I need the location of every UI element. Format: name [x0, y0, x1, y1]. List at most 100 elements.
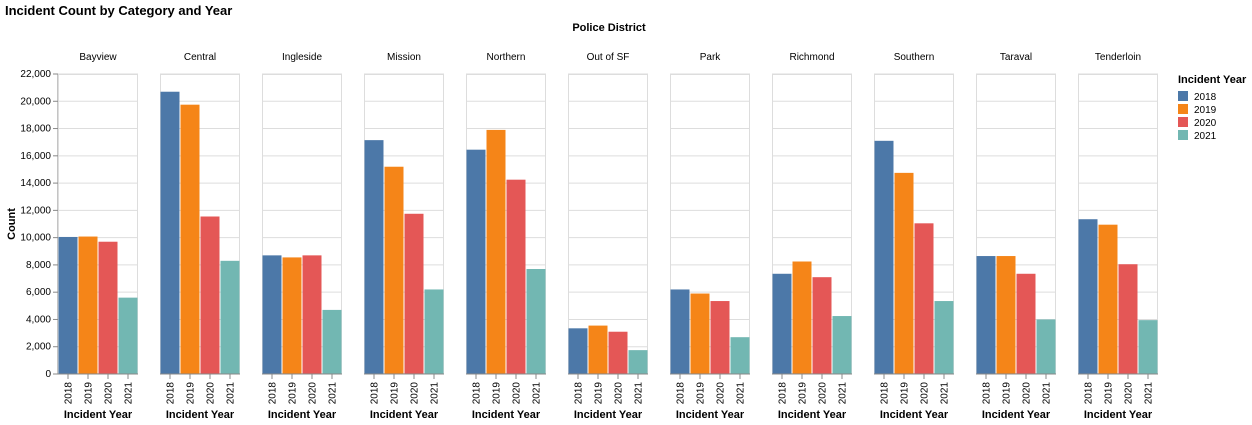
x-tick-label: 2020	[1022, 382, 1033, 405]
x-tick-label: 2021	[940, 382, 951, 405]
bar-southern-2021	[934, 301, 954, 374]
x-tick-label: 2020	[512, 382, 523, 405]
bar-bayview-2021	[118, 297, 138, 374]
bar-richmond-2021	[832, 316, 852, 374]
bar-southern-2019	[894, 172, 914, 374]
facet-panel: Out of SF 2018 2019 2020 2021 Incident Year	[568, 52, 648, 421]
x-tick-label: 2018	[166, 382, 177, 405]
y-tick-label: 14,000	[20, 178, 51, 189]
facet-panel: Northern 2018 2019 2020 2021 Incident Year	[466, 52, 546, 421]
bar-park-2021	[730, 337, 750, 374]
x-tick-label: 2020	[920, 382, 931, 405]
x-tick-label: 2020	[1124, 382, 1135, 405]
bar-bayview-2019	[78, 236, 98, 374]
bar-central-2019	[180, 104, 200, 374]
y-tick-label: 18,000	[20, 124, 51, 135]
x-axis-title: Incident Year	[64, 409, 133, 421]
bar-taraval-2021	[1036, 319, 1056, 374]
bar-park-2020	[710, 301, 730, 374]
x-tick-label: 2018	[1084, 382, 1095, 405]
y-tick-label: 2,000	[26, 342, 51, 353]
bar-out-of-sf-2021	[628, 350, 648, 374]
x-tick-label: 2018	[472, 382, 483, 405]
x-axis-title: Incident Year	[982, 409, 1051, 421]
x-tick-label: 2018	[778, 382, 789, 405]
bar-park-2018	[670, 289, 690, 374]
x-tick-label: 2020	[104, 382, 115, 405]
y-tick-label: 10,000	[20, 233, 51, 244]
bar-ingleside-2020	[302, 255, 322, 374]
plot-area: 0 2,000 4,000 6,000 8,000 10,000 12,000 14,000 1…	[6, 52, 1158, 421]
x-tick-label: 2021	[634, 382, 645, 405]
legend-label-2018: 2018	[1194, 92, 1217, 103]
y-tick-label: 20,000	[20, 96, 51, 107]
legend-label-2020: 2020	[1194, 118, 1217, 129]
bar-taraval-2018	[976, 256, 996, 374]
x-tick-label: 2020	[206, 382, 217, 405]
x-tick-label: 2019	[288, 382, 299, 405]
x-tick-label: 2018	[880, 382, 891, 405]
bar-ingleside-2019	[282, 257, 302, 374]
bar-out-of-sf-2018	[568, 328, 588, 374]
x-tick-label: 2020	[716, 382, 727, 405]
x-tick-label: 2021	[838, 382, 849, 405]
bar-northern-2019	[486, 129, 506, 374]
x-tick-label: 2021	[736, 382, 747, 405]
bar-tenderloin-2018	[1078, 219, 1098, 374]
x-axis-title: Incident Year	[1084, 409, 1153, 421]
x-tick-label: 2019	[1104, 382, 1115, 405]
bar-taraval-2019	[996, 256, 1016, 374]
legend-label-2021: 2021	[1194, 131, 1217, 142]
facet-panel: Taraval 2018 2019 2020 2021 Incident Year	[976, 52, 1056, 421]
y-tick-label: 6,000	[26, 287, 51, 298]
bar-tenderloin-2021	[1138, 320, 1158, 374]
bar-richmond-2020	[812, 277, 832, 374]
x-tick-label: 2021	[532, 382, 543, 405]
legend-swatch-2021	[1178, 130, 1188, 140]
legend: Incident Year 2018 2019 2020 2021	[1178, 74, 1247, 142]
bar-ingleside-2018	[262, 255, 282, 374]
x-axis-title: Incident Year	[370, 409, 439, 421]
x-tick-label: 2019	[186, 382, 197, 405]
x-tick-label: 2020	[818, 382, 829, 405]
x-tick-label: 2019	[492, 382, 503, 405]
bar-northern-2021	[526, 269, 546, 374]
y-tick-label: 16,000	[20, 151, 51, 162]
facet-panel: Richmond 2018 2019 2020 2021 Incident Year	[772, 52, 852, 421]
legend-title: Incident Year	[1178, 74, 1247, 86]
facet-panel: Bayview 2018 2019 2020 2021 Incident Year	[58, 52, 138, 421]
bar-out-of-sf-2019	[588, 325, 608, 374]
x-tick-label: 2020	[308, 382, 319, 405]
bar-park-2019	[690, 293, 710, 374]
bar-central-2020	[200, 216, 220, 374]
x-tick-label: 2021	[1042, 382, 1053, 405]
x-tick-label: 2021	[226, 382, 237, 405]
bar-ingleside-2021	[322, 309, 342, 374]
x-tick-label: 2020	[614, 382, 625, 405]
bar-central-2021	[220, 260, 240, 374]
legend-swatch-2020	[1178, 117, 1188, 127]
bar-southern-2020	[914, 223, 934, 374]
x-axis-title: Incident Year	[574, 409, 643, 421]
bar-richmond-2019	[792, 261, 812, 374]
legend-swatch-2018	[1178, 91, 1188, 101]
x-tick-label: 2021	[124, 382, 135, 405]
bar-central-2018	[160, 91, 180, 375]
x-axis-title: Incident Year	[472, 409, 541, 421]
bar-bayview-2018	[58, 236, 78, 374]
legend-swatch-2019	[1178, 104, 1188, 114]
bar-taraval-2020	[1016, 273, 1036, 374]
x-tick-label: 2021	[1144, 382, 1155, 405]
x-tick-label: 2021	[430, 382, 441, 405]
facet-panel: Mission 2018 2019 2020 2021 Incident Year	[364, 52, 444, 421]
facet-label: Park	[700, 52, 722, 63]
bar-bayview-2020	[98, 241, 118, 374]
y-tick-label: 4,000	[26, 314, 51, 325]
facet-label: Mission	[387, 52, 421, 63]
bar-mission-2018	[364, 140, 384, 374]
facet-panel: Central 2018 2019 2020 2021 Incident Year	[160, 52, 240, 421]
facet-panel: Park 2018 2019 2020 2021 Incident Year	[670, 52, 750, 421]
facet-label: Richmond	[789, 52, 834, 63]
x-tick-label: 2019	[900, 382, 911, 405]
